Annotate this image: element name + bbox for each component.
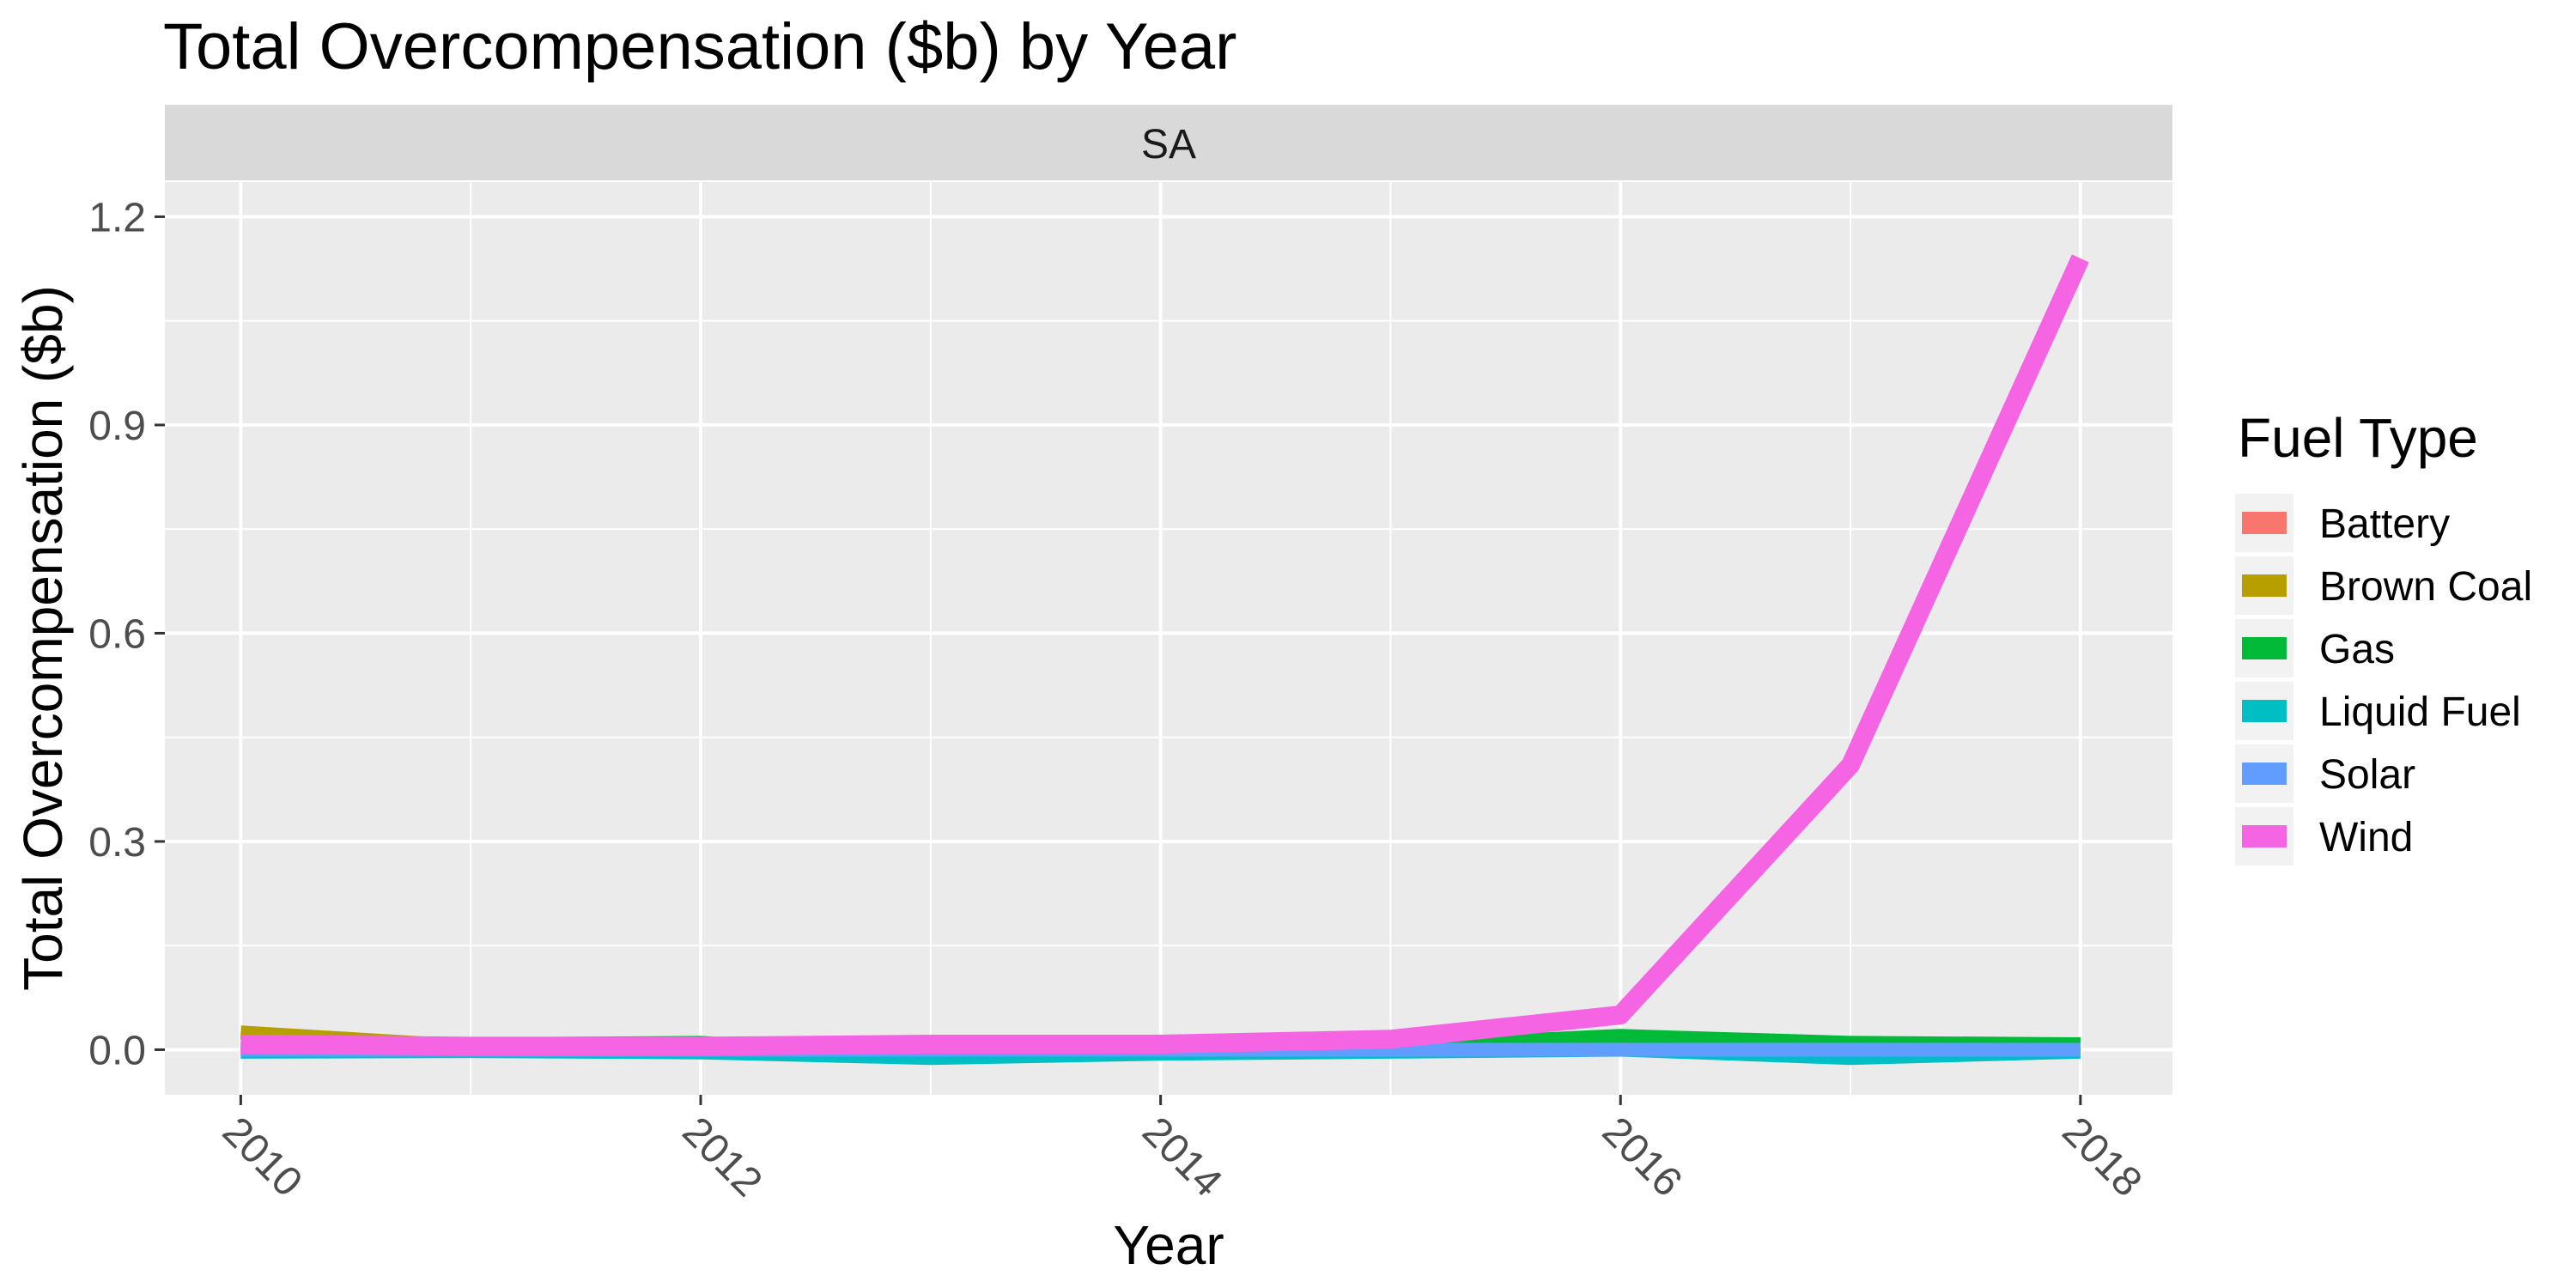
- x-tick-label: 2018: [2053, 1109, 2150, 1206]
- x-tick-label: 2016: [1594, 1109, 1691, 1206]
- x-tick-label: 2014: [1133, 1109, 1230, 1206]
- y-tick-label: 0.9: [88, 404, 146, 449]
- y-tick-label: 0.6: [88, 611, 146, 657]
- chart-title: Total Overcompensation ($b) by Year: [163, 10, 1236, 83]
- x-tick-label: 2010: [214, 1109, 311, 1206]
- x-tick-label: 2012: [673, 1109, 770, 1206]
- legend-label-brown-coal: Brown Coal: [2319, 564, 2532, 610]
- x-axis: 2010 2012 2014 2016 2018: [214, 1095, 2150, 1206]
- legend-label-wind: Wind: [2319, 815, 2413, 860]
- series-lines: [240, 254, 2089, 1066]
- legend-swatch-solar: [2242, 762, 2287, 785]
- legend-swatch-wind: [2242, 825, 2287, 848]
- legend-swatch-battery: [2242, 512, 2287, 534]
- legend-label-liquid-fuel: Liquid Fuel: [2319, 690, 2521, 735]
- y-tick-label: 0.3: [88, 820, 146, 866]
- legend-label-solar: Solar: [2319, 752, 2415, 798]
- facet-strip: [165, 105, 2172, 180]
- legend-label-gas: Gas: [2319, 627, 2395, 672]
- y-tick-label: 1.2: [88, 195, 146, 240]
- facet-label: SA: [1141, 122, 1196, 167]
- legend-title: Fuel Type: [2238, 407, 2478, 469]
- legend-swatch-gas: [2242, 637, 2287, 659]
- legend-swatch-brown-coal: [2242, 574, 2287, 597]
- legend-swatch-liquid-fuel: [2242, 700, 2287, 722]
- y-axis-title: Total Overcompensation ($b): [12, 285, 74, 991]
- legend: Battery Brown Coal Gas Liquid Fuel Solar Wind: [2235, 494, 2532, 866]
- y-axis: 0.0 0.3 0.6 0.9 1.2: [88, 195, 165, 1073]
- series-line-wind: [240, 254, 2089, 1056]
- legend-label-battery: Battery: [2319, 501, 2450, 547]
- plot-panel: [165, 182, 2172, 1095]
- y-tick-label: 0.0: [88, 1028, 146, 1073]
- x-axis-title: Year: [1113, 1214, 1224, 1276]
